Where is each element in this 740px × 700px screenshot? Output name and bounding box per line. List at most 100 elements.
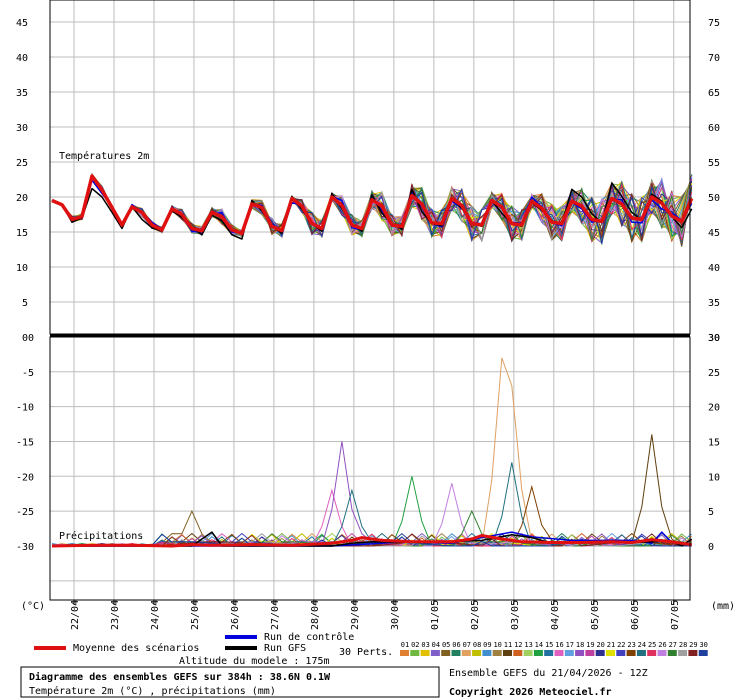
member-swatch	[492, 650, 502, 656]
member-number: 11	[504, 641, 512, 649]
temp-left-tick-label: 35	[16, 88, 28, 99]
member-swatch	[678, 650, 688, 656]
precip-right-tick-label: 10	[708, 472, 720, 483]
legend-control-label: Run de contrôle	[264, 631, 354, 643]
x-tick-label: 29/04	[350, 600, 361, 630]
footer-subtitle: Température 2m (°C) , précipitations (mm…	[29, 685, 276, 697]
temp-panel-title: Températures 2m	[59, 150, 149, 162]
member-number: 03	[421, 641, 429, 649]
precip-left-tick-label: -30	[16, 542, 34, 553]
run-info: Ensemble GEFS du 21/04/2026 - 12Z	[449, 668, 648, 679]
member-swatch	[575, 650, 585, 656]
member-swatch	[688, 650, 698, 656]
member-number: 13	[524, 641, 532, 649]
temp-right-tick-label: 45	[708, 228, 720, 239]
precip-control-line	[52, 531, 692, 547]
copyright: Copyright 2026 Meteociel.fr	[449, 686, 612, 698]
member-number: 12	[514, 641, 522, 649]
member-number: 30	[699, 641, 707, 649]
member-number: 16	[555, 641, 563, 649]
temp-right-tick-label: 60	[708, 123, 720, 134]
member-swatch	[606, 650, 615, 656]
precip-left-tick-label: -5	[22, 368, 34, 379]
member-number: 28	[679, 641, 687, 649]
temp-left-tick-label: 0	[22, 333, 28, 344]
axes: 22/04 23/04 24/04 25/04 26/04 27/04 28/04 29/04…	[16, 0, 720, 630]
legend: Moyenne des scénarios Run de contrôle Ru…	[34, 631, 708, 667]
member-swatch	[451, 650, 461, 656]
precip-panel-title: Précipitations	[59, 530, 143, 542]
precip-left-tick-label: 0	[28, 333, 34, 344]
precip-right-tick-label: 20	[708, 403, 720, 414]
x-tick-label: 02/05	[470, 600, 481, 630]
legend-perts-label: 30 Perts.	[339, 647, 393, 658]
temp-left-tick-label: 25	[16, 158, 28, 169]
temp-left-tick-label: 15	[16, 228, 28, 239]
footer-box	[20, 666, 440, 698]
member-swatch	[482, 650, 492, 656]
member-number: 15	[545, 641, 553, 649]
precip-left-tick-label: -10	[16, 403, 34, 414]
temp-right-tick-label: 50	[708, 193, 720, 204]
member-swatch	[585, 650, 595, 656]
member-number: 19	[586, 641, 594, 649]
temp-right-tick-label: 40	[708, 263, 720, 274]
member-swatch	[503, 650, 512, 656]
member-swatch	[647, 650, 657, 656]
legend-mean-label: Moyenne des scénarios	[73, 642, 199, 654]
member-swatch	[698, 650, 708, 656]
member-swatch	[533, 650, 543, 656]
grid	[50, 0, 690, 600]
x-tick-label: 22/04	[70, 600, 81, 630]
member-swatch	[441, 650, 451, 656]
precip-right-tick-label: 5	[708, 507, 714, 518]
member-number: 24	[638, 641, 646, 649]
precip-panel-bg	[50, 337, 690, 600]
x-tick-label: 06/05	[630, 600, 641, 630]
member-swatch	[616, 650, 626, 656]
member-swatch	[472, 650, 482, 656]
footer-title: Diagramme des ensembles GEFS sur 384h : …	[29, 671, 331, 683]
member-number: 06	[452, 641, 460, 649]
member-number: 14	[535, 641, 543, 649]
member-number: 17	[566, 641, 574, 649]
x-tick-label: 04/05	[550, 600, 561, 630]
member-swatch	[626, 650, 636, 656]
member-swatch	[636, 650, 646, 656]
x-tick-label: 27/04	[270, 600, 281, 630]
member-number: 01	[401, 641, 409, 649]
x-tick-label: 24/04	[150, 600, 161, 630]
member-number: 07	[463, 641, 471, 649]
left-axis-unit: (°C)	[21, 601, 45, 612]
temp-mean-line	[51, 174, 694, 236]
temp-right-tick-label: 75	[708, 18, 720, 29]
temp-right-tick-label: 70	[708, 53, 720, 64]
temp-right-tick-label: 30	[708, 333, 720, 344]
member-swatch	[513, 650, 523, 656]
temp-left-tick-label: 10	[16, 263, 28, 274]
temp-left-tick-label: 20	[16, 193, 28, 204]
member-number: 02	[411, 641, 419, 649]
member-swatch	[544, 650, 554, 656]
member-number: 21	[607, 641, 615, 649]
precip-mean-line	[51, 534, 692, 548]
temp-panel-bg	[50, 0, 690, 334]
member-number: 23	[627, 641, 635, 649]
member-swatch	[461, 650, 471, 656]
member-swatch	[554, 650, 564, 656]
member-swatch	[564, 650, 574, 656]
temp-left-tick-label: 30	[16, 123, 28, 134]
member-swatch	[400, 650, 409, 656]
member-number: 05	[442, 641, 450, 649]
member-swatch	[595, 650, 605, 656]
temp-right-tick-label: 55	[708, 158, 720, 169]
x-tick-label: 03/05	[510, 600, 521, 630]
member-swatch	[430, 650, 440, 656]
legend-gfs-label: Run GFS	[264, 643, 306, 654]
member-number: 29	[689, 641, 697, 649]
member-number: 26	[658, 641, 666, 649]
member-swatch	[410, 650, 420, 656]
member-swatch	[523, 650, 533, 656]
temp-right-tick-label: 35	[708, 298, 720, 309]
